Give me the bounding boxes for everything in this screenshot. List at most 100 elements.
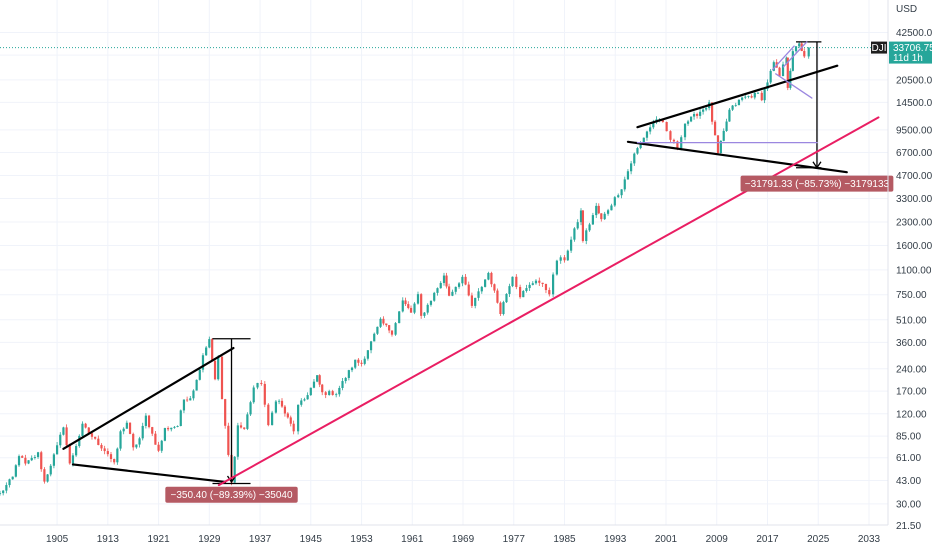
candle-body <box>442 275 446 283</box>
candle-body <box>316 375 319 382</box>
candle-body <box>271 412 274 426</box>
candles <box>0 41 810 496</box>
candle-body <box>786 57 789 88</box>
candle-body <box>753 92 756 98</box>
candle-body <box>106 451 109 455</box>
candle-body <box>84 423 87 428</box>
y-tick-label: 510.00 <box>896 315 927 326</box>
candle-body <box>698 111 702 116</box>
candle-body <box>21 456 24 458</box>
candle-body <box>636 148 639 154</box>
candle-body <box>692 113 696 117</box>
candle-body <box>722 130 725 141</box>
candle-body <box>464 276 467 285</box>
candle-body <box>597 205 600 214</box>
y-tick-label: 85.00 <box>896 432 921 443</box>
y-tick-label: 6700.00 <box>896 148 932 159</box>
candle-body <box>388 325 391 331</box>
candle-body <box>579 210 583 223</box>
candle-body <box>502 302 505 315</box>
candle-body <box>30 457 33 461</box>
candle-body <box>369 341 373 351</box>
candle-body <box>344 377 347 382</box>
candle-body <box>249 402 252 415</box>
y-tick-label: 2300.00 <box>896 217 932 228</box>
candle-body <box>480 286 483 292</box>
candle-body <box>14 465 17 477</box>
candle-body <box>457 283 461 287</box>
candle-body <box>116 448 119 463</box>
candle-body <box>62 427 65 435</box>
candle-body <box>683 123 687 138</box>
candle-body <box>141 425 144 439</box>
last-price-countdown: 11d 1h <box>893 53 923 64</box>
candle-body <box>246 414 249 429</box>
measurements: −350.40 (−89.39%) −35040 −31791.33 (−85.7… <box>165 175 894 503</box>
candle-body <box>404 300 407 305</box>
candle-body <box>534 280 538 284</box>
y-tick-label: 30.00 <box>896 499 921 510</box>
symbol-badge: DJI <box>872 43 887 54</box>
x-tick-label: 2033 <box>858 534 881 545</box>
candle-body <box>603 213 606 220</box>
y-tick-label: 1600.00 <box>896 241 932 252</box>
candle-body <box>600 213 603 220</box>
candle-body <box>566 250 569 261</box>
x-tick-label: 2017 <box>756 534 779 545</box>
candle-body <box>87 427 90 434</box>
candle-body <box>0 493 2 494</box>
symbol-badge-bg <box>871 41 887 54</box>
x-tick-label: 1937 <box>249 534 272 545</box>
candle-body <box>24 457 27 464</box>
candle-body <box>525 288 528 292</box>
candle-body <box>252 387 255 403</box>
candle-body <box>239 425 243 428</box>
candle-body <box>280 400 284 407</box>
candle-body <box>551 274 555 295</box>
candle-body <box>705 108 708 110</box>
candle-body <box>461 276 464 284</box>
annotations <box>62 41 880 487</box>
candle-body <box>719 140 722 154</box>
y-tick-label: 4700.00 <box>896 171 932 182</box>
candle-body <box>78 435 81 447</box>
x-tick-label: 1945 <box>300 534 323 545</box>
candle-body <box>213 360 217 380</box>
candle-body <box>354 359 357 368</box>
candle-body <box>379 318 382 327</box>
candle-body <box>713 121 717 136</box>
grid <box>0 0 888 525</box>
y-tick-label: 120.00 <box>896 409 927 420</box>
candle-body <box>312 381 316 388</box>
candle-body <box>125 422 128 429</box>
candle-body <box>335 394 338 396</box>
x-tick-label: 1977 <box>503 534 526 545</box>
candle-body <box>652 122 655 128</box>
candle-body <box>163 428 167 441</box>
candle-body <box>555 260 559 275</box>
candle-body <box>328 391 331 395</box>
candle-body <box>33 457 36 458</box>
x-tick-label: 2025 <box>807 534 830 545</box>
candle-body <box>128 422 132 434</box>
candle-body <box>109 454 113 460</box>
candle-body <box>43 469 46 482</box>
candle-body <box>756 92 760 94</box>
x-tick-label: 2001 <box>655 534 678 545</box>
candle-body <box>157 444 160 451</box>
candle-body <box>100 444 103 449</box>
candle-body <box>447 286 451 296</box>
candle-body <box>581 210 585 241</box>
candle-body <box>8 479 11 486</box>
candle-body <box>138 438 141 445</box>
candle-body <box>324 392 327 395</box>
candle-body <box>297 404 300 432</box>
y-tick-label: 9500.00 <box>896 125 932 136</box>
currency-label: USD <box>896 4 917 15</box>
candle-body <box>511 276 514 287</box>
candle-body <box>588 224 591 231</box>
candle-body <box>541 282 544 284</box>
candle-body <box>201 355 205 370</box>
